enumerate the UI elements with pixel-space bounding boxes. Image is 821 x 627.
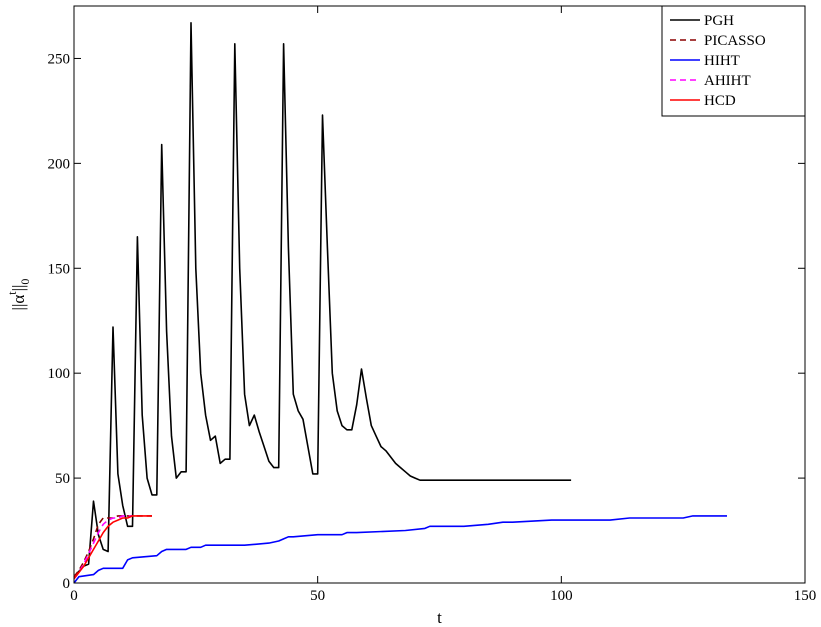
plot-area-frame bbox=[73, 5, 806, 584]
y-tick-label: 100 bbox=[48, 366, 71, 382]
legend-label-picasso: PICASSO bbox=[704, 33, 766, 49]
y-tick-label: 250 bbox=[48, 51, 71, 67]
legend-label-pgh: PGH bbox=[704, 13, 734, 29]
legend-box bbox=[661, 5, 806, 117]
y-axis-title-superscript: t bbox=[5, 291, 19, 295]
y-tick-label: 200 bbox=[48, 156, 71, 172]
x-tick-label: 100 bbox=[550, 588, 573, 604]
legend-label-hcd: HCD bbox=[704, 93, 736, 109]
y-axis-title-close: || bbox=[9, 285, 28, 292]
x-tick-label: 0 bbox=[70, 588, 78, 604]
x-tick-label: 50 bbox=[310, 588, 325, 604]
legend: PGH PICASSO HIHT AHIHT HCD bbox=[661, 5, 806, 117]
series-line-pgh bbox=[73, 21, 572, 578]
series-line-ahiht bbox=[73, 515, 133, 580]
y-axis-title: ||αt||0 bbox=[5, 279, 32, 311]
legend-label-hiht: HIHT bbox=[704, 53, 740, 69]
y-axis-title-subscript: 0 bbox=[18, 279, 32, 285]
y-axis-title-main: ||α bbox=[9, 295, 28, 311]
x-axis-title: t bbox=[437, 608, 442, 627]
y-tick-label: 0 bbox=[63, 576, 71, 592]
series-layer bbox=[73, 21, 727, 584]
x-tick-label: 150 bbox=[794, 588, 817, 604]
series-line-hiht bbox=[73, 515, 727, 584]
legend-label-ahiht: AHIHT bbox=[704, 73, 751, 89]
series-line-hcd bbox=[73, 515, 152, 580]
ticks-layer: 0 50 100 150 0 50 100 150 200 250 bbox=[48, 6, 817, 604]
y-tick-label: 150 bbox=[48, 261, 71, 277]
y-tick-label: 50 bbox=[55, 471, 70, 487]
